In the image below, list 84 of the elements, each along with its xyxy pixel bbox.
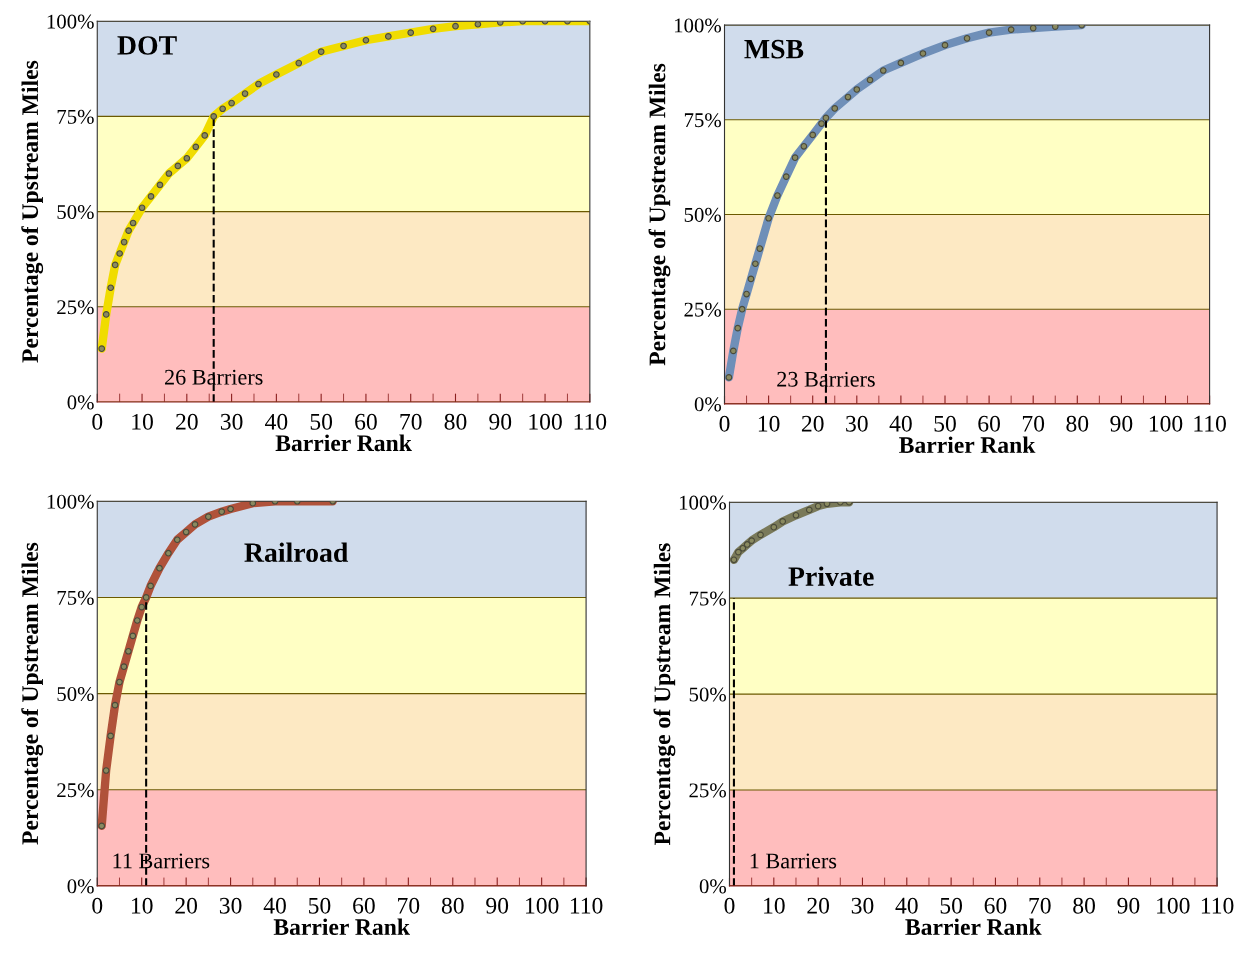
x-tick-label: 20 bbox=[175, 897, 198, 914]
x-tick-label: 70 bbox=[1029, 897, 1051, 914]
x-tick-label: 110 bbox=[570, 897, 603, 914]
text: Private bbox=[788, 566, 874, 586]
x-tick-label: 80 bbox=[441, 897, 464, 914]
y-axis-title: Percentage of Upstream Miles bbox=[21, 60, 44, 363]
x-tick-label: 40 bbox=[265, 413, 288, 430]
y-axis-title: Percentage of Upstream Miles bbox=[648, 63, 671, 366]
x-tick-label: 60 bbox=[984, 897, 1007, 914]
y-tick-label: 25% bbox=[684, 302, 722, 317]
x-tick-label: 0 bbox=[92, 897, 103, 914]
x-tick-label: 90 bbox=[1117, 897, 1140, 914]
y-tick-label: 0% bbox=[699, 879, 727, 894]
y-axis-title: Percentage of Upstream Miles bbox=[21, 542, 44, 845]
x-tick-label: 60 bbox=[353, 897, 375, 914]
ref-line-label: 26 Barriers bbox=[164, 369, 263, 385]
x-tick-label: 110 bbox=[574, 413, 607, 430]
x-tick-label: 0 bbox=[719, 415, 730, 432]
x-tick-label: 20 bbox=[801, 415, 824, 432]
x-tick-label: 0 bbox=[724, 897, 735, 914]
x-tick-label: 20 bbox=[176, 413, 198, 430]
x-axis-title: Barrier Rank bbox=[275, 434, 412, 452]
x-tick-label: 80 bbox=[444, 413, 467, 430]
text: Railroad bbox=[244, 542, 349, 563]
x-tick-label: 40 bbox=[263, 897, 286, 914]
ref-line-label: 1 Barriers bbox=[750, 853, 837, 869]
x-tick-label: 50 bbox=[309, 897, 331, 914]
y-tick-label: 25% bbox=[689, 783, 727, 798]
x-tick-label: 40 bbox=[889, 415, 912, 432]
y-tick-label: 100% bbox=[47, 494, 94, 509]
x-tick-label: 50 bbox=[310, 413, 333, 430]
x-tick-label: 70 bbox=[400, 413, 422, 430]
x-tick-label: 30 bbox=[851, 897, 874, 914]
x-tick-label: 0 bbox=[92, 413, 103, 430]
x-tick-label: 100 bbox=[529, 413, 562, 430]
y-tick-label: 50% bbox=[57, 686, 94, 702]
x-tick-label: 10 bbox=[764, 897, 785, 914]
y-tick-label: 75% bbox=[57, 109, 94, 124]
y-tick-label: 100% bbox=[47, 14, 94, 29]
x-tick-label: 10 bbox=[758, 415, 780, 432]
x-tick-label: 20 bbox=[807, 897, 830, 914]
x-tick-label: 30 bbox=[220, 413, 243, 430]
x-tick-label: 90 bbox=[489, 413, 512, 430]
x-tick-label: 100 bbox=[526, 897, 559, 914]
x-tick-label: 110 bbox=[1201, 897, 1234, 914]
x-tick-label: 10 bbox=[132, 413, 153, 430]
x-axis-title: Barrier Rank bbox=[899, 436, 1036, 454]
x-tick-label: 60 bbox=[355, 413, 377, 430]
y-tick-label: 0% bbox=[67, 879, 94, 894]
y-tick-label: 100% bbox=[679, 495, 727, 510]
x-tick-label: 80 bbox=[1066, 415, 1089, 432]
x-tick-label: 30 bbox=[846, 415, 868, 432]
y-tick-label: 100% bbox=[674, 18, 722, 33]
y-tick-label: 50% bbox=[684, 207, 722, 222]
y-tick-label: 25% bbox=[57, 300, 94, 315]
x-tick-label: 70 bbox=[398, 897, 420, 914]
chart-title: MSB bbox=[744, 39, 804, 59]
x-tick-label: 10 bbox=[131, 897, 153, 914]
y-tick-label: 75% bbox=[57, 590, 94, 605]
x-tick-label: 70 bbox=[1022, 415, 1045, 432]
y-tick-label: 50% bbox=[57, 204, 94, 220]
x-tick-label: 110 bbox=[1194, 415, 1226, 432]
x-axis-title: Barrier Rank bbox=[905, 918, 1042, 936]
x-tick-label: 30 bbox=[219, 897, 242, 914]
y-tick-label: 50% bbox=[689, 687, 727, 702]
chart-title: DOT bbox=[117, 36, 177, 55]
y-axis-title: Percentage of Upstream Miles bbox=[653, 543, 676, 846]
x-tick-label: 100 bbox=[1157, 897, 1190, 914]
x-tick-label: 50 bbox=[934, 415, 956, 432]
x-axis-title: Barrier Rank bbox=[273, 918, 410, 936]
x-tick-label: 90 bbox=[1110, 415, 1133, 432]
x-tick-label: 90 bbox=[486, 897, 509, 914]
y-tick-label: 25% bbox=[57, 783, 94, 798]
x-tick-label: 80 bbox=[1073, 897, 1095, 914]
y-tick-label: 75% bbox=[684, 113, 722, 128]
y-tick-label: 0% bbox=[694, 397, 722, 412]
x-tick-label: 60 bbox=[978, 415, 1000, 432]
x-tick-label: 50 bbox=[940, 897, 963, 914]
y-tick-label: 75% bbox=[689, 591, 727, 606]
x-tick-label: 100 bbox=[1149, 415, 1183, 432]
y-tick-label: 0% bbox=[67, 395, 94, 410]
ref-line-label: 23 Barriers bbox=[777, 371, 875, 387]
x-tick-label: 40 bbox=[895, 897, 918, 914]
ref-line-label: 11 Barriers bbox=[113, 853, 210, 869]
